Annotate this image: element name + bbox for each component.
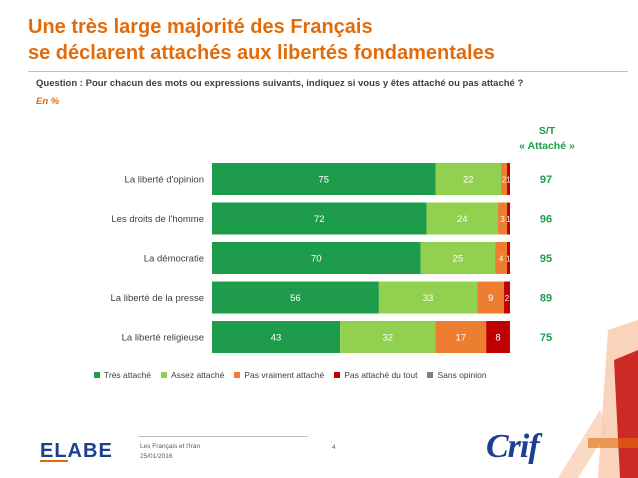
legend-item: Très attaché — [94, 370, 151, 380]
data-label: 75 — [318, 175, 329, 186]
legend-item: Pas attaché du tout — [334, 370, 417, 380]
elabe-logo-text: ELABE — [40, 440, 113, 462]
data-label: 72 — [314, 214, 325, 225]
data-label: 56 — [290, 293, 301, 304]
bar-segment — [212, 202, 427, 235]
st-attache-header: S/T « Attaché » — [508, 124, 586, 154]
category-label: La liberté de la presse — [111, 293, 204, 304]
bar-segment — [486, 321, 510, 353]
legend-label: Pas attaché du tout — [344, 370, 418, 380]
data-label: 2 — [502, 176, 507, 185]
bar-segment — [378, 281, 478, 314]
st-attache-value: 89 — [540, 293, 552, 305]
footer-study: Les Français et l'Iran — [140, 443, 201, 450]
data-label: 4 — [499, 255, 504, 264]
data-label: 2 — [505, 294, 510, 303]
data-label: 1 — [506, 176, 511, 185]
footer-info: Les Français et l'Iran 25/01/2016 — [140, 442, 200, 462]
crif-logo: Crif — [486, 428, 540, 465]
chart-legend: Très attaché Assez attaché Pas vraiment at… — [94, 370, 514, 380]
data-label: 1 — [506, 255, 511, 264]
legend-swatch — [427, 372, 434, 378]
data-label: 70 — [311, 254, 322, 265]
bar-segment — [212, 163, 436, 195]
legend-swatch — [334, 372, 341, 378]
bar-segment — [212, 281, 379, 314]
st-attache-value: 75 — [540, 332, 552, 344]
bar-segment — [495, 242, 508, 274]
category-label: La liberté religieuse — [122, 333, 204, 344]
data-label: 3 — [500, 215, 505, 224]
footer-divider — [138, 436, 308, 437]
st-attache-value: 95 — [540, 253, 552, 265]
data-label: 33 — [423, 293, 434, 304]
data-label: 24 — [457, 214, 468, 225]
data-label: 25 — [453, 254, 464, 265]
data-label: 22 — [463, 175, 474, 186]
st-attache-value: 96 — [540, 214, 552, 226]
st-header-line-2: « Attaché » — [519, 140, 575, 152]
legend-item: Sans opinion — [427, 370, 487, 380]
decorative-a-graphic — [558, 320, 638, 478]
data-label: 8 — [495, 333, 500, 344]
title-line-2: se déclarent attachés aux libertés fonda… — [28, 42, 495, 64]
bar-segment — [507, 242, 510, 274]
data-label: 17 — [456, 333, 467, 344]
bar-segment — [501, 163, 508, 195]
legend-swatch — [160, 372, 167, 378]
unit-label: En % — [36, 96, 60, 107]
category-label: Les droits de l'homme — [111, 214, 204, 225]
bar-segment — [420, 242, 496, 274]
category-label: La liberté d'opinion — [125, 175, 204, 186]
data-label: 32 — [383, 333, 394, 344]
legend-swatch — [94, 372, 100, 378]
bar-segment — [435, 163, 502, 195]
elabe-logo: ELABE — [40, 440, 113, 462]
page-number: 4 — [332, 444, 336, 451]
question-text: Question : Pour chacun des mots ou expre… — [36, 78, 524, 89]
bar-segment — [426, 202, 499, 235]
bar-segment — [507, 163, 510, 195]
page-title: Une très large majorité des Français se … — [28, 14, 508, 66]
legend-label: Pas vraiment attaché — [244, 370, 325, 380]
bar-segment — [212, 242, 421, 274]
data-label: 9 — [488, 293, 493, 304]
data-label: 1 — [506, 215, 511, 224]
footer-date: 25/01/2016 — [140, 453, 173, 460]
bar-segment — [340, 321, 436, 353]
legend-swatch — [234, 372, 241, 378]
legend-label: Très attaché — [104, 370, 151, 380]
bar-segment — [477, 281, 505, 314]
title-divider — [28, 71, 628, 72]
legend-item: Assez attaché — [160, 370, 225, 380]
legend-label: Sans opinion — [437, 370, 487, 380]
bar-segment — [498, 202, 508, 235]
bar-segment — [507, 202, 510, 235]
bar-segment — [504, 281, 510, 314]
title-line-1: Une très large majorité des Français — [28, 16, 373, 38]
category-label: La démocratie — [144, 254, 204, 265]
bar-segment — [212, 321, 341, 353]
legend-label: Assez attaché — [170, 370, 225, 380]
data-label: 43 — [271, 333, 282, 344]
bar-segment — [435, 321, 487, 353]
st-attache-value: 97 — [540, 174, 552, 186]
st-header-line-1: S/T — [538, 125, 556, 137]
legend-item: Pas vraiment attaché — [234, 370, 324, 380]
